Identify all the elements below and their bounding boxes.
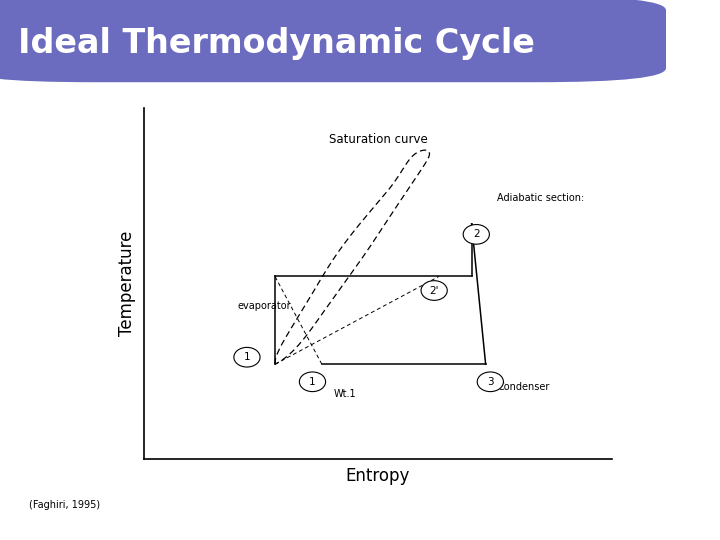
Text: Adiabatic section:: Adiabatic section: <box>498 192 585 202</box>
Text: 2': 2' <box>429 286 439 295</box>
Y-axis label: Temperature: Temperature <box>117 231 135 336</box>
Text: 1: 1 <box>243 352 251 362</box>
Circle shape <box>477 372 503 391</box>
Text: Condenser: Condenser <box>498 382 549 392</box>
Text: 1: 1 <box>309 377 316 387</box>
Text: 3: 3 <box>487 377 494 387</box>
FancyBboxPatch shape <box>0 0 666 82</box>
Text: Ideal Thermodynamic Cycle: Ideal Thermodynamic Cycle <box>18 26 535 59</box>
Circle shape <box>463 225 490 244</box>
Text: Saturation curve: Saturation curve <box>328 133 428 146</box>
Text: (Faghiri, 1995): (Faghiri, 1995) <box>29 500 100 510</box>
Text: Wt.1: Wt.1 <box>334 389 356 399</box>
Circle shape <box>234 347 260 367</box>
Text: evaporator: evaporator <box>238 301 291 312</box>
X-axis label: Entropy: Entropy <box>346 467 410 485</box>
Text: 2: 2 <box>473 230 480 239</box>
Circle shape <box>300 372 325 391</box>
Circle shape <box>421 281 447 300</box>
